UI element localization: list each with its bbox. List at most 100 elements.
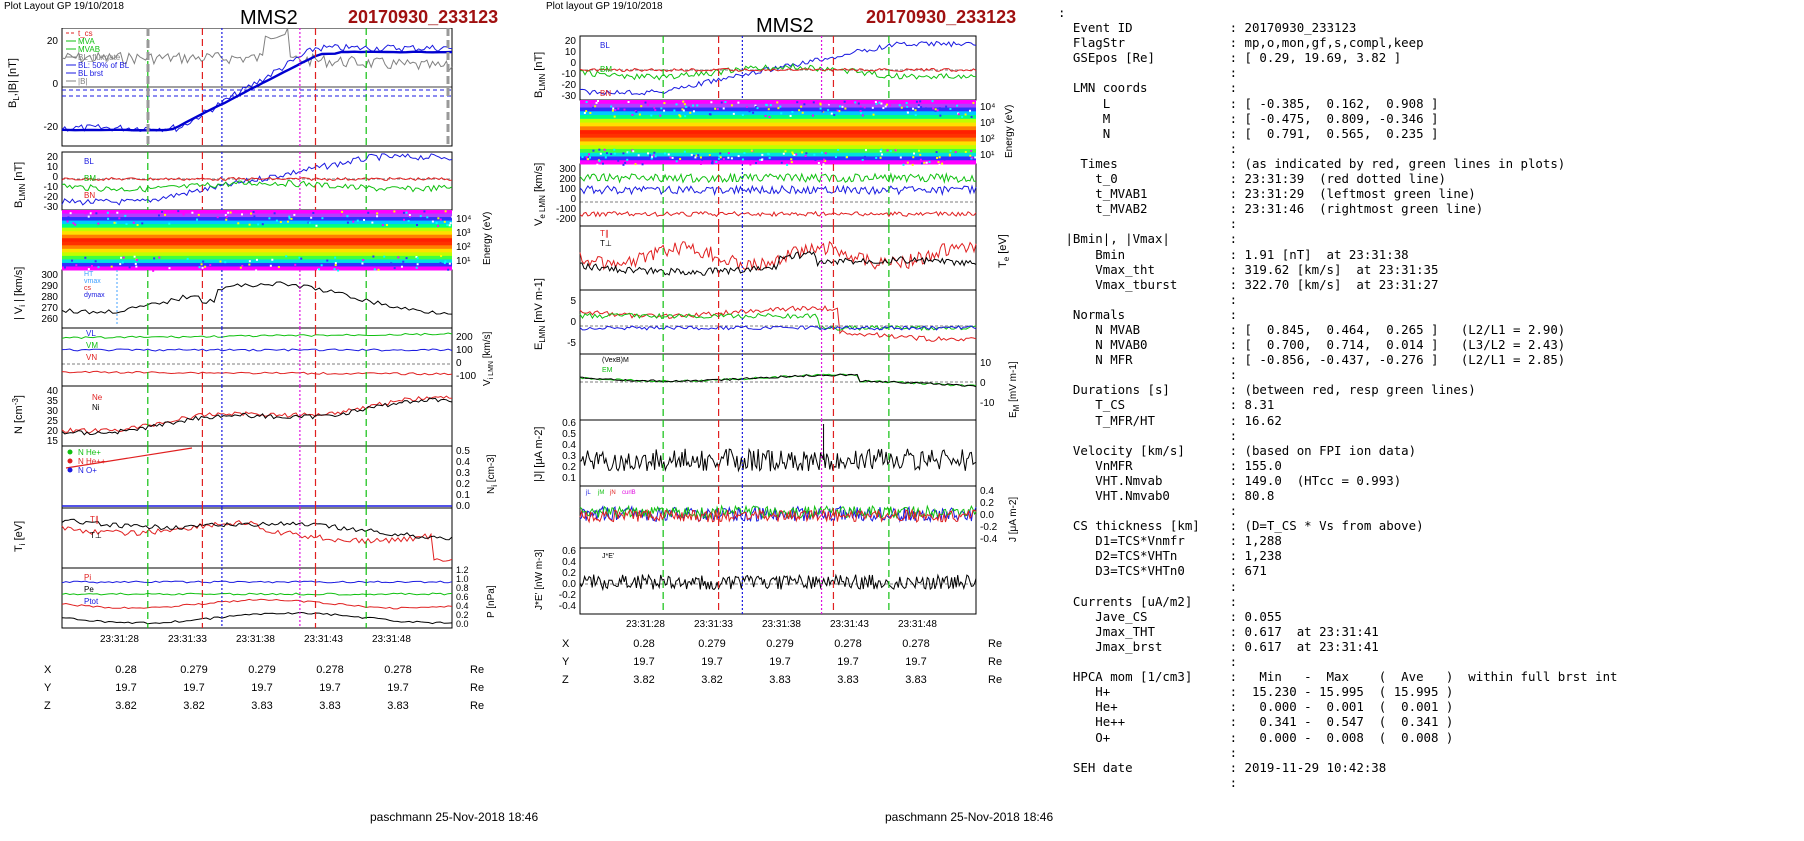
ni-tick-label: 0.0 <box>456 501 470 512</box>
spectrogram-speckle <box>923 161 926 164</box>
r-jlmn-tick-label: -0.4 <box>980 534 998 545</box>
spectrogram-speckle <box>405 257 408 260</box>
r-em-em-series <box>579 373 977 387</box>
spectrogram-speckle <box>271 258 274 261</box>
spectrogram-speckle <box>932 107 935 110</box>
spectrogram-speckle <box>225 218 228 221</box>
r-panel-em-frame <box>579 353 977 421</box>
spectrogram-speckle <box>426 216 429 219</box>
spectrogram-speckle <box>69 212 72 215</box>
r-energy-tick-label: 10³ <box>980 118 995 129</box>
spectrogram-speckle <box>75 264 78 267</box>
spectrogram-speckle <box>168 267 171 270</box>
spectrogram-speckle <box>692 104 695 107</box>
bl-legend-label: BL brst <box>78 69 104 78</box>
spectrogram-speckle <box>822 158 825 161</box>
event-info-line: SEH date : 2019-11-29 10:42:38 <box>1058 759 1387 775</box>
blmn-tick-label: -30 <box>44 202 59 213</box>
spectrogram-speckle <box>269 264 272 267</box>
coord-value: 3.82 <box>633 674 655 686</box>
spectrogram-band <box>62 266 452 271</box>
spectrogram-speckle <box>651 155 654 158</box>
bl-brst-series <box>61 50 453 132</box>
event-info-line: N MFR : [ -0.856, -0.437, -0.276 ] (L2/L… <box>1058 352 1566 368</box>
spectrogram-speckle <box>650 114 653 117</box>
spectrogram-speckle <box>599 152 602 155</box>
spectrogram-speckle <box>268 217 271 220</box>
spectrogram-speckle <box>362 259 365 262</box>
r-blmn-tick-label: -30 <box>562 91 577 102</box>
right-event-title: 20170930_233123 <box>866 7 1017 27</box>
spectrogram-speckle <box>273 212 276 215</box>
spectrogram-speckle <box>288 217 291 220</box>
coord-value: 0.279 <box>180 664 208 676</box>
spectrogram-speckle <box>341 210 344 213</box>
coord-row-label: Z <box>562 674 569 686</box>
ni-legend-label: N He+ <box>78 448 101 457</box>
spectrogram-speckle <box>318 268 321 271</box>
left-plot-header: Plot Layout GP 19/10/2018 <box>4 1 124 12</box>
spectrogram-speckle <box>402 260 405 263</box>
spectrogram-speckle <box>598 148 601 151</box>
coord-value: 19.7 <box>115 682 137 694</box>
spectrogram-speckle <box>749 163 752 166</box>
spectrogram-speckle <box>84 212 87 215</box>
spectrogram-speckle <box>346 215 349 218</box>
spectrogram-speckle <box>914 109 917 112</box>
spectrogram-speckle <box>675 160 678 163</box>
spectrogram-speckle <box>275 219 278 222</box>
ti-legend-label: T∥ <box>90 515 99 524</box>
spectrogram-speckle <box>321 217 324 220</box>
spectrogram-speckle <box>918 101 921 104</box>
event-info-line: : <box>1058 503 1238 519</box>
r-je-tick-label: 0.4 <box>562 557 576 568</box>
event-info-line: Vmax_tht : 319.62 [km/s] at 23:31:35 <box>1058 261 1439 277</box>
spectrogram-speckle <box>669 156 672 159</box>
spectrogram-speckle <box>732 112 735 115</box>
spectrogram-speckle <box>750 160 753 163</box>
spectrogram-speckle <box>871 106 874 109</box>
blmn-ylabel: BLMN [nT] <box>13 162 27 208</box>
spectrogram-speckle <box>647 152 650 155</box>
spectrogram-speckle <box>795 153 798 156</box>
coord-row-label: Y <box>44 682 52 694</box>
spectrogram-speckle <box>610 153 613 156</box>
spectrogram-band <box>62 231 452 236</box>
spectrogram-speckle <box>252 210 255 213</box>
spectrogram-speckle <box>936 156 939 159</box>
spectrogram-speckle <box>248 263 251 266</box>
spectrogram-speckle <box>241 264 244 267</box>
r-te-tpar-series <box>579 240 977 271</box>
spectrogram-speckle <box>106 211 109 214</box>
spectrogram-band <box>580 130 976 135</box>
bl-legend-label: MVAB <box>78 45 100 54</box>
coord-value: 0.279 <box>248 664 276 676</box>
spectrogram-speckle <box>640 105 643 108</box>
spectrogram-speckle <box>970 115 973 118</box>
event-info-line: GSEpos [Re] : [ 0.29, 19.69, 3.82 ] <box>1058 50 1402 66</box>
spectrogram-speckle <box>125 223 128 226</box>
event-info-line: : <box>1058 578 1238 594</box>
event-info-line: : <box>1058 774 1238 790</box>
spectrogram-speckle <box>872 113 875 116</box>
vi-tick-label: 300 <box>41 270 58 281</box>
spectrogram-speckle <box>699 162 702 165</box>
r-je-tick-label: 0.0 <box>562 579 576 590</box>
spectrogram-speckle <box>108 214 111 217</box>
spectrogram-speckle <box>340 213 343 216</box>
bl-tick-label: -20 <box>44 122 59 133</box>
spectrogram-speckle <box>714 107 717 110</box>
spectrogram-speckle <box>229 211 232 214</box>
spectrogram-band <box>62 217 452 222</box>
bl-tick-label: 0 <box>52 79 58 90</box>
r-j-tick-label: 0.6 <box>562 418 576 429</box>
spectrogram-speckle <box>257 223 260 226</box>
r-blmn-bm-series <box>579 63 977 81</box>
spectrogram-speckle <box>97 266 100 269</box>
r-blmn-bl-series <box>579 40 977 96</box>
spectrogram-speckle <box>293 213 296 216</box>
spectrogram-speckle <box>598 160 601 163</box>
r-te-tperp-series <box>579 251 977 276</box>
coord-value: 19.7 <box>701 656 723 668</box>
